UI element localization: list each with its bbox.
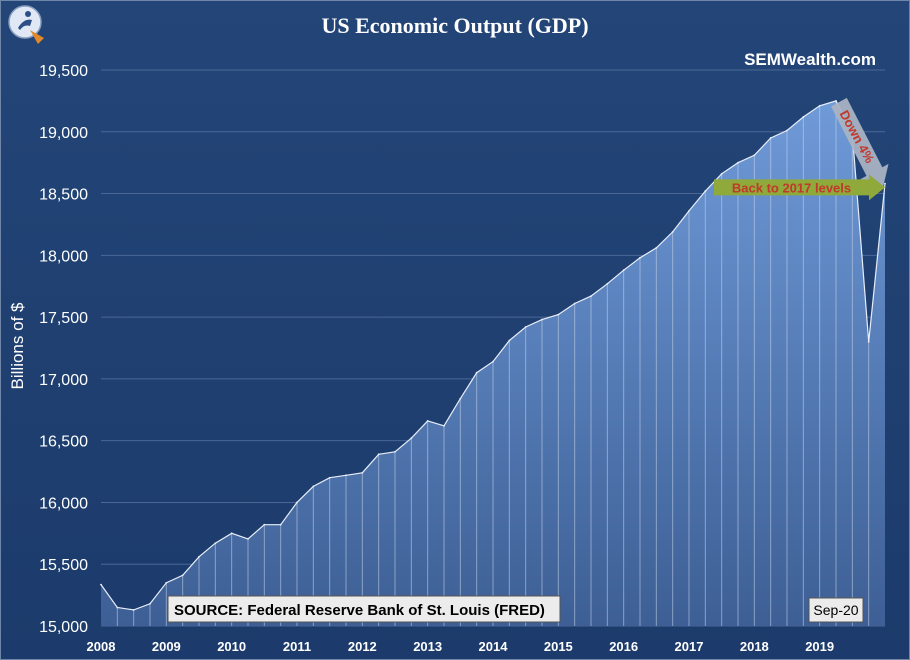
x-tick-label: 2019 (805, 639, 834, 654)
data-point (720, 172, 723, 175)
data-point (181, 574, 184, 577)
x-tick-label: 2010 (217, 639, 246, 654)
data-point (475, 371, 478, 374)
data-point (426, 419, 429, 422)
data-point (279, 523, 282, 526)
x-axis: 2008 2009 2010 2011 2012 2013 2014 2015 2016 2017… (87, 639, 835, 654)
data-point (394, 450, 396, 453)
data-point (328, 476, 331, 479)
x-tick-label: 2016 (609, 639, 638, 654)
x-tick-label: 2014 (479, 639, 509, 654)
x-tick-label: 2008 (87, 639, 116, 654)
y-tick-label: 19,000 (39, 125, 88, 142)
y-tick-label: 17,000 (39, 372, 88, 389)
data-point (704, 190, 707, 192)
data-point (459, 397, 462, 400)
data-point (541, 318, 543, 321)
data-point (786, 129, 788, 132)
data-point (377, 453, 380, 456)
y-tick-label: 19,500 (39, 63, 88, 80)
date-stamp: Sep-20 (813, 602, 858, 618)
y-tick-label: 18,500 (39, 187, 88, 204)
data-point (737, 161, 739, 164)
recovery-arrow-annotation: Back to 2017 levels (714, 174, 885, 201)
data-point (214, 542, 217, 545)
data-point (410, 437, 413, 440)
data-point (818, 104, 821, 107)
data-point (622, 269, 625, 272)
data-point (443, 424, 445, 427)
data-point (100, 583, 102, 586)
x-tick-label: 2012 (348, 639, 377, 654)
x-tick-label: 2011 (283, 639, 311, 654)
data-point (508, 339, 511, 342)
source-text: SOURCE: Federal Reserve Bank of St. Loui… (174, 602, 545, 619)
data-point (769, 137, 772, 139)
data-point (149, 602, 151, 605)
data-point (688, 209, 690, 212)
data-point (296, 501, 298, 504)
data-point (312, 485, 315, 488)
data-point (492, 360, 494, 363)
data-point (132, 609, 135, 611)
data-point (361, 471, 364, 474)
y-axis: 15,000 15,500 16,000 16,500 17,000 17,500 18,0… (39, 63, 88, 636)
watermark: SEMWealth.com (744, 50, 876, 69)
data-point (884, 182, 886, 185)
data-point (247, 537, 249, 540)
x-tick-label: 2017 (675, 639, 704, 654)
data-point (867, 340, 870, 343)
chart-title: US Economic Output (GDP) (321, 13, 588, 38)
x-tick-label: 2009 (152, 639, 181, 654)
x-tick-label: 2015 (544, 639, 573, 654)
data-point (606, 282, 609, 285)
data-point (165, 581, 168, 584)
data-point (671, 230, 674, 233)
area-series (100, 99, 886, 626)
y-tick-label: 18,000 (39, 248, 88, 265)
y-tick-label: 15,000 (39, 619, 88, 636)
y-tick-label: 15,500 (39, 557, 88, 574)
data-point (557, 313, 560, 316)
data-point (573, 302, 576, 305)
swimmer-logo-icon (8, 5, 44, 44)
y-tick-label: 16,000 (39, 495, 88, 512)
recovery-annotation-text: Back to 2017 levels (732, 180, 851, 195)
data-point (116, 606, 119, 609)
data-point (639, 256, 641, 259)
data-point (345, 474, 347, 477)
x-tick-label: 2013 (413, 639, 442, 654)
y-axis-label: Billions of $ (8, 302, 27, 389)
date-stamp-box: Sep-20 (808, 597, 864, 623)
data-point (655, 247, 658, 249)
source-box: SOURCE: Federal Reserve Bank of St. Loui… (167, 595, 561, 623)
data-point (835, 99, 837, 102)
x-tick-label: 2018 (740, 639, 769, 654)
data-point (590, 295, 592, 298)
data-point (263, 523, 266, 526)
data-point (198, 555, 200, 558)
data-point (802, 116, 805, 118)
data-point (230, 532, 233, 535)
data-point (753, 154, 756, 157)
data-point (524, 326, 527, 328)
y-tick-label: 17,500 (39, 310, 88, 327)
y-tick-label: 16,500 (39, 434, 88, 451)
